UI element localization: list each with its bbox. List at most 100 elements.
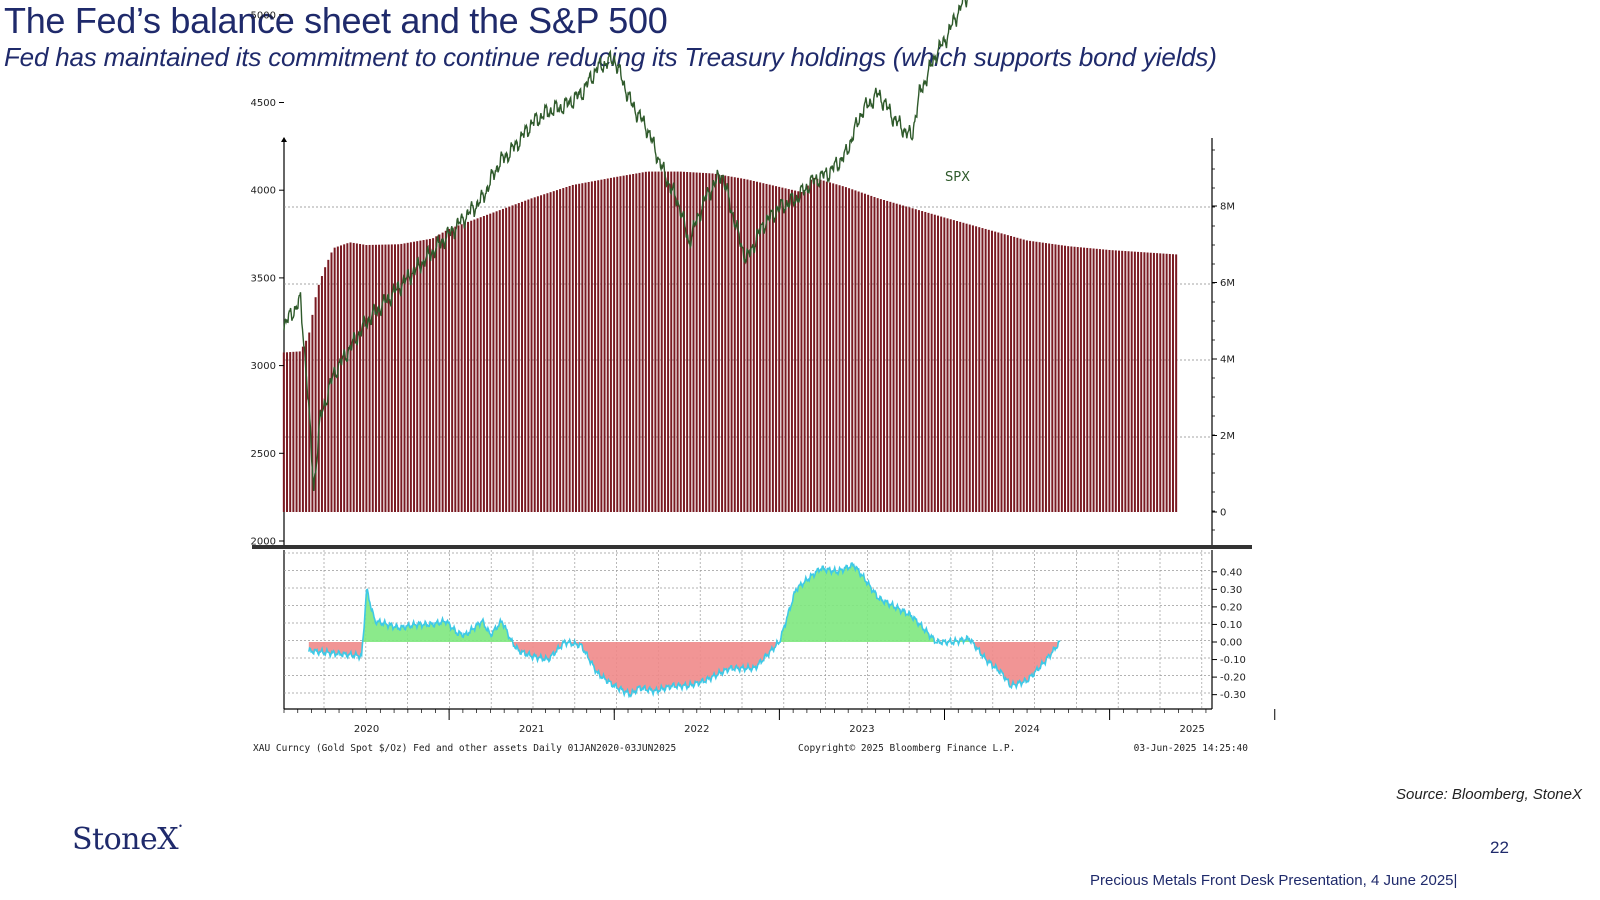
asset-bar — [921, 211, 924, 512]
asset-bar — [984, 228, 987, 512]
asset-bar — [844, 187, 847, 512]
asset-bar — [422, 240, 425, 513]
asset-bar — [365, 245, 368, 512]
asset-bar — [835, 184, 838, 512]
asset-bar — [886, 200, 889, 513]
asset-bar — [692, 172, 695, 512]
asset-bar — [978, 227, 981, 512]
asset-bar — [489, 213, 492, 512]
asset-bar — [546, 193, 549, 512]
asset-bar — [333, 247, 336, 512]
asset-bar — [876, 198, 879, 512]
asset-bar — [1124, 251, 1127, 512]
corr-tick-label: 0.20 — [1220, 602, 1242, 613]
asset-bar — [981, 228, 984, 512]
asset-bar — [1013, 236, 1016, 512]
asset-bar — [895, 203, 898, 513]
asset-bar — [343, 244, 346, 513]
asset-bar — [482, 216, 485, 512]
asset-bar — [714, 173, 717, 513]
asset-bar — [1019, 238, 1022, 513]
asset-bar — [1152, 252, 1155, 512]
asset-bar — [775, 186, 778, 513]
asset-bar — [1159, 253, 1162, 512]
asset-bar — [384, 244, 387, 512]
asset-bar — [295, 351, 298, 512]
asset-bar — [708, 173, 711, 512]
asset-bar — [927, 212, 930, 513]
asset-bar — [587, 182, 590, 512]
asset-bar — [800, 192, 803, 512]
asset-bar — [314, 297, 317, 512]
asset-bar — [540, 195, 543, 513]
asset-bar — [616, 176, 619, 513]
asset-bar — [625, 175, 628, 512]
asset-bar — [447, 228, 450, 512]
asset-bar — [717, 174, 720, 512]
asset-bar — [724, 175, 727, 512]
asset-bar — [282, 352, 285, 512]
asset-bar — [1102, 249, 1105, 512]
asset-bar — [460, 224, 463, 512]
year-label: 2023 — [849, 724, 874, 735]
year-label: 2022 — [684, 724, 709, 735]
asset-bar — [730, 176, 733, 512]
asset-bar — [1089, 248, 1092, 513]
asset-bar — [409, 242, 412, 512]
spx-legend-label: SPX — [945, 170, 970, 185]
asset-bar — [946, 218, 949, 512]
year-label: 2021 — [519, 724, 544, 735]
asset-bar — [1086, 247, 1089, 512]
asset-bar — [606, 178, 609, 512]
asset-bar — [816, 178, 819, 512]
asset-bar — [1127, 251, 1130, 513]
asset-bar — [1083, 247, 1086, 512]
asset-bar — [867, 194, 870, 513]
asset-bar — [1146, 252, 1149, 513]
asset-bar — [638, 172, 641, 512]
year-label: 2024 — [1014, 724, 1039, 735]
asset-bar — [514, 204, 517, 512]
asset-bar — [933, 214, 936, 512]
asset-bar — [987, 229, 990, 512]
asset-bar — [498, 210, 501, 512]
logo-text: StoneX — [72, 822, 179, 857]
asset-bar — [1051, 243, 1054, 513]
asset-bar — [806, 185, 809, 512]
asset-bar — [1022, 239, 1025, 513]
asset-bar — [362, 244, 365, 512]
asset-bar — [574, 184, 577, 513]
asset-bar — [286, 352, 289, 512]
asset-bar — [1006, 235, 1009, 512]
asset-bar — [705, 173, 708, 512]
asset-bar — [571, 184, 574, 512]
asset-bar — [1057, 244, 1060, 513]
asset-bar — [727, 176, 730, 513]
asset-bar — [781, 187, 784, 512]
asset-bar — [536, 196, 539, 512]
source-note: Source: Bloomberg, StoneX — [1396, 786, 1582, 803]
asset-bar — [301, 346, 304, 512]
asset-bar — [565, 187, 568, 513]
asset-bar — [1156, 253, 1159, 513]
asset-bar — [902, 205, 905, 512]
asset-bar — [956, 221, 959, 512]
asset-bar — [1010, 236, 1013, 512]
corr-tick-label: 0.10 — [1220, 620, 1242, 631]
bloomberg-copyright: Copyright© 2025 Bloomberg Finance L.P. — [798, 743, 1015, 754]
asset-bar — [476, 218, 479, 512]
bloomberg-timestamp: 03-Jun-2025 14:25:40 — [1134, 743, 1249, 754]
asset-bar — [324, 267, 327, 512]
asset-bar — [1175, 254, 1178, 513]
asset-bar — [479, 217, 482, 512]
asset-bar — [349, 242, 352, 512]
asset-bar — [930, 213, 933, 512]
asset-bar — [892, 202, 895, 512]
corr-tick-label: 0.30 — [1220, 585, 1242, 596]
asset-bar — [486, 214, 489, 513]
asset-bar — [848, 188, 851, 512]
asset-bar — [746, 179, 749, 512]
asset-bar — [311, 314, 314, 512]
asset-bar — [495, 211, 498, 513]
